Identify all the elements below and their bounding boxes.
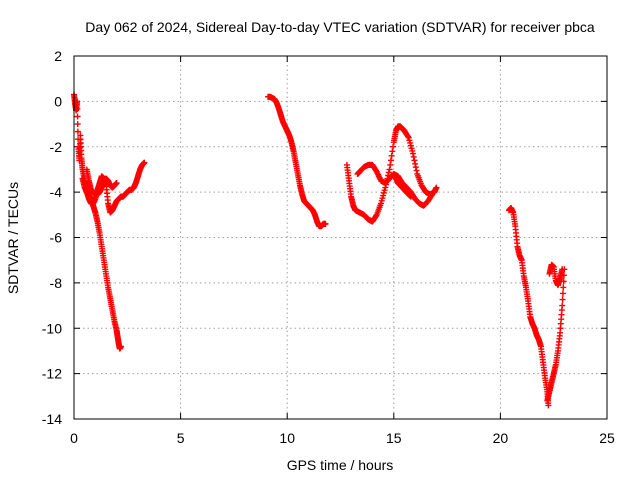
y-tick-label: -12 (42, 366, 62, 382)
data-point (428, 192, 435, 199)
data-point (322, 220, 329, 227)
x-tick-label: 10 (279, 430, 295, 446)
y-tick-label: -4 (50, 184, 63, 200)
x-tick-label: 0 (70, 430, 78, 446)
data-point (412, 164, 419, 171)
series-pass-4b (544, 266, 568, 404)
data-point (411, 157, 418, 164)
y-tick-label: -6 (50, 230, 63, 246)
data-point (74, 105, 81, 112)
data-point (405, 133, 412, 140)
y-tick-label: 2 (54, 48, 62, 64)
data-point (433, 184, 440, 191)
data-point (412, 160, 419, 167)
data-point (74, 98, 81, 105)
series-pass-4a (505, 205, 552, 409)
x-tick-label: 5 (177, 430, 185, 446)
data-point (113, 180, 120, 187)
grid-layer (74, 56, 607, 419)
y-tick-label: 0 (54, 93, 62, 109)
series-pass-3c (390, 170, 414, 200)
data-point (74, 121, 81, 128)
data-point (386, 166, 393, 173)
data-point (117, 343, 124, 350)
data-point (387, 161, 394, 168)
data-point (387, 157, 394, 164)
data-point (407, 193, 414, 200)
x-tick-label: 25 (599, 430, 615, 446)
series-pass-4c (546, 261, 566, 289)
data-point (410, 153, 417, 160)
data-point (389, 148, 396, 155)
series-pass-2 (265, 93, 329, 230)
y-tick-label: -2 (50, 139, 63, 155)
data-point (559, 296, 566, 303)
data-point (545, 402, 552, 409)
y-axis-label: SDTVAR / TECUs (5, 182, 21, 294)
data-point (559, 266, 566, 273)
data-points-layer (71, 91, 568, 409)
y-tick-label: -8 (50, 275, 63, 291)
data-point (559, 302, 566, 309)
data-point (559, 290, 566, 297)
data-point (429, 191, 436, 198)
chart-title: Day 062 of 2024, Sidereal Day-to-day VTE… (85, 19, 595, 35)
data-point (141, 159, 148, 166)
x-axis-label: GPS time / hours (287, 457, 394, 473)
y-tick-label: -14 (42, 411, 62, 427)
data-point (74, 113, 81, 120)
plot-frame (73, 55, 608, 420)
data-point (390, 143, 397, 150)
series-pass-1c (83, 166, 120, 198)
data-point (74, 128, 81, 135)
data-point (388, 152, 395, 159)
y-tick-label: -10 (42, 320, 62, 336)
series-pass-3a (343, 123, 440, 225)
data-point (560, 284, 567, 291)
data-point (409, 150, 416, 157)
x-tick-label: 15 (386, 430, 402, 446)
data-point (413, 167, 420, 174)
x-tick-label: 20 (493, 430, 509, 446)
data-point (385, 169, 392, 176)
series-pass-1b (79, 159, 148, 216)
data-point (373, 212, 380, 219)
